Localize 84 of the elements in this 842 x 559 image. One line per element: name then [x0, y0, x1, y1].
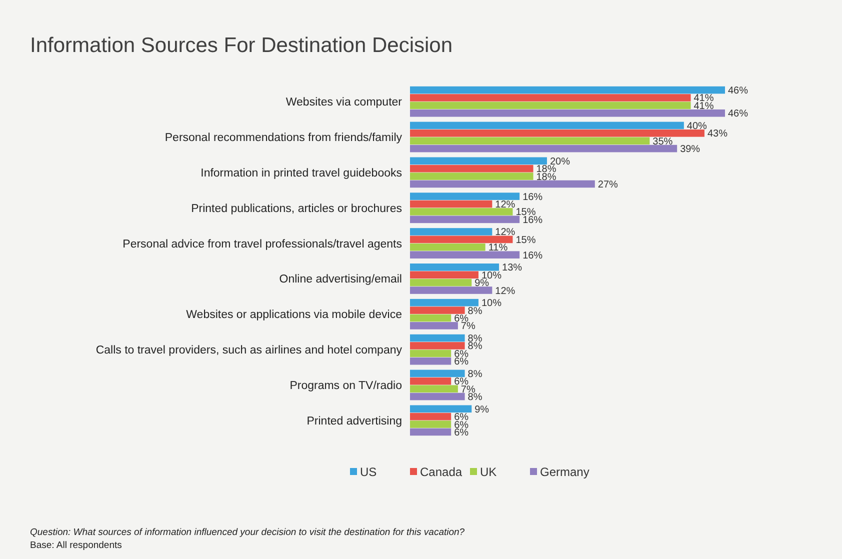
- data-label: 8%: [468, 306, 482, 317]
- bar: [410, 405, 472, 413]
- legend-label: US: [360, 465, 377, 480]
- text: Base: All respondents: [30, 540, 122, 551]
- bar: [410, 271, 478, 279]
- legend-label: UK: [480, 465, 497, 480]
- y-tick-label: Online advertising/email: [279, 274, 402, 286]
- bar: [410, 298, 478, 306]
- data-label: 16%: [522, 192, 543, 203]
- data-label: 16%: [522, 250, 543, 262]
- bar: [410, 286, 492, 294]
- bar: [410, 164, 534, 172]
- bar: [410, 144, 678, 152]
- bar: [410, 236, 513, 244]
- data-label: 39%: [680, 144, 700, 156]
- data-label: 40%: [686, 120, 708, 132]
- y-tick-label: Printed publications, articles or brochures: [191, 202, 402, 215]
- bar: [410, 392, 465, 400]
- data-label: 8%: [468, 392, 482, 404]
- bar: [410, 200, 492, 208]
- data-label: 12%: [495, 227, 516, 238]
- bar: [410, 342, 465, 350]
- bar: [410, 94, 691, 102]
- bar: [410, 251, 520, 258]
- bar: [410, 306, 465, 314]
- data-label: 27%: [598, 179, 618, 190]
- data-label: 11%: [488, 242, 508, 254]
- bar: [410, 350, 452, 358]
- data-label: 43%: [707, 128, 728, 140]
- y-tick-label: Programs on TV/radio: [290, 380, 402, 392]
- bar: [410, 412, 452, 420]
- data-label: 7%: [460, 321, 476, 332]
- y-tick-label: Printed advertising: [306, 415, 402, 428]
- bar: [410, 130, 704, 137]
- data-label: 6%: [454, 356, 469, 368]
- legend-label: Canada: [420, 465, 462, 480]
- bar: [410, 385, 458, 392]
- y-tick-label: Information in printed travel guidebooks: [200, 167, 402, 180]
- bar: [410, 102, 691, 110]
- bar: [410, 172, 534, 180]
- data-label: 12%: [495, 286, 516, 297]
- y-tick-label: Websites or applications via mobile device: [186, 309, 402, 322]
- y-tick-label: Personal recommendations from friends/family: [164, 132, 402, 144]
- bar: [410, 428, 452, 436]
- bar: [410, 370, 465, 378]
- data-label: 10%: [481, 298, 502, 310]
- bar: [410, 420, 452, 428]
- bar: [410, 137, 650, 145]
- bar: [410, 264, 500, 271]
- text: Question: What sources of information influenced your decision to visit the destination for this vacation?: [30, 527, 466, 538]
- bar: [410, 228, 492, 236]
- bar: [410, 243, 486, 251]
- bar: [410, 278, 472, 286]
- bar: [410, 377, 452, 385]
- legend-label: Germany: [540, 465, 590, 480]
- bar: [410, 322, 458, 330]
- text: Information Sources For Destination Decision: [30, 34, 453, 57]
- data-label: 13%: [502, 262, 522, 274]
- data-label: 46%: [728, 108, 748, 120]
- y-tick-label: Websites via computer: [286, 96, 402, 109]
- bar: [410, 180, 595, 188]
- data-label: 35%: [652, 136, 673, 148]
- bar: [410, 109, 725, 117]
- data-label: 9%: [474, 278, 490, 290]
- bar: [410, 86, 725, 94]
- data-label: 18%: [536, 172, 556, 183]
- data-label: 16%: [522, 214, 543, 226]
- data-label: 6%: [454, 427, 469, 438]
- bar: [410, 122, 684, 130]
- bar: [410, 314, 452, 322]
- data-label: 41%: [694, 100, 714, 112]
- bar: [410, 357, 452, 365]
- data-label: 8%: [468, 368, 482, 380]
- bar: [410, 216, 520, 224]
- y-tick-label: Calls to travel providers, such as airlines and hotel company: [96, 344, 402, 357]
- bar: [410, 157, 547, 165]
- data-label: 46%: [728, 86, 748, 97]
- bar: [410, 334, 465, 342]
- bar: [410, 192, 520, 200]
- data-label: 15%: [516, 234, 536, 246]
- data-label: 12%: [495, 200, 516, 211]
- data-label: 9%: [474, 404, 490, 416]
- y-tick-label: Personal advice from travel professionals/travel agents: [122, 238, 402, 250]
- bar: [410, 208, 513, 216]
